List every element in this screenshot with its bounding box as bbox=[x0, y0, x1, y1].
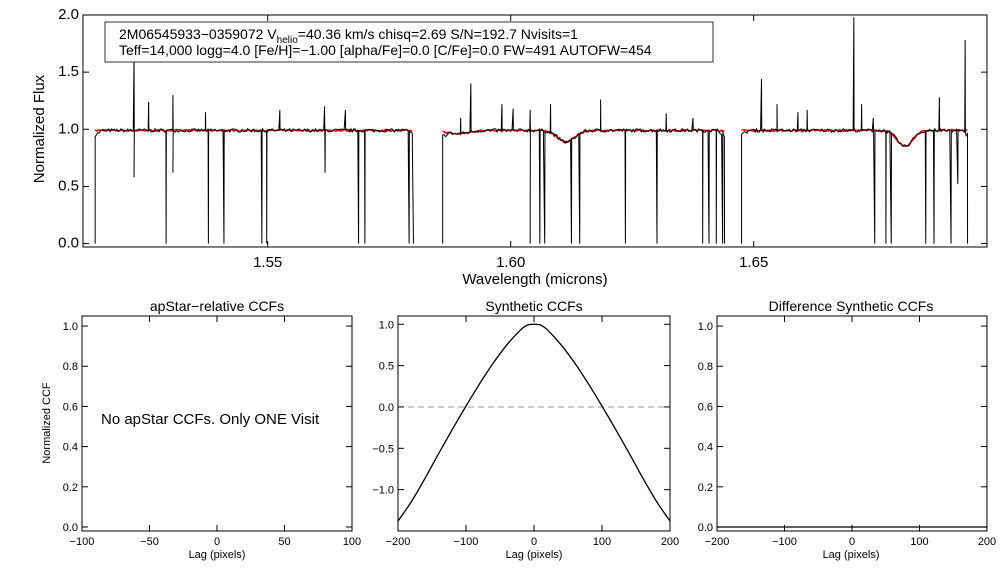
apstar-ccf-title: apStar−relative CCFs bbox=[150, 298, 284, 314]
apstar-ccf-xtick-label: −100 bbox=[70, 536, 95, 548]
observed-spectrum-line bbox=[741, 17, 969, 244]
apstar-ccf-xtick-label: −50 bbox=[140, 536, 159, 548]
apstar-ccf-panel: apStar−relative CCFs −100 −50 0 50 100 0.0 0.2… bbox=[41, 298, 361, 561]
header-line-1-sub: helio bbox=[277, 35, 299, 46]
synthetic-ccf-ytick-label: −1.0 bbox=[372, 485, 394, 497]
spectrum-xtick-label: 1.65 bbox=[739, 254, 768, 271]
apstar-ccf-xtick-label: 50 bbox=[278, 536, 290, 548]
apstar-ccf-xlabel: Lag (pixels) bbox=[189, 549, 246, 561]
header-line-1: 2M06545933−0359072 Vhelio=40.36 km/s chi… bbox=[119, 26, 578, 46]
synthetic-ccf-axes-frame bbox=[397, 315, 671, 532]
header-box bbox=[104, 21, 714, 63]
apstar-ccf-ytick-label: 1.0 bbox=[63, 321, 78, 333]
synthetic-ccf-xlabel: Lag (pixels) bbox=[506, 549, 563, 561]
spectrum-xtick-label: 1.55 bbox=[253, 254, 282, 271]
observed-spectrum-line bbox=[442, 83, 726, 244]
spectrum-ytick-label: 2.0 bbox=[58, 6, 79, 23]
difference-ccf-xtick-label: 0 bbox=[849, 536, 855, 548]
synthetic-ccf-panel: Synthetic CCFs −200 −100 0 100 200 −1.0 −0.5 0.… bbox=[372, 298, 679, 561]
difference-ccf-ytick-label: 0.2 bbox=[698, 482, 713, 494]
spectrum-ticks: 1.55 1.60 1.65 0.0 0.5 1.0 1.5 2.0 bbox=[58, 6, 987, 271]
difference-ccf-ytick-label: 0.0 bbox=[698, 522, 713, 534]
synthetic-ccf-xtick-label: −100 bbox=[454, 536, 479, 548]
spectrum-axes-frame bbox=[82, 14, 988, 248]
apstar-ccf-ticks: −100 −50 0 50 100 0.0 0.2 0.4 0.6 0.8 1.0 bbox=[63, 316, 361, 548]
synthetic-ccf-ytick-label: 0.0 bbox=[379, 402, 394, 414]
synthetic-ccf-ytick-label: 0.5 bbox=[379, 361, 394, 373]
apstar-ccf-ytick-label: 0.6 bbox=[63, 401, 78, 413]
spectrum-ytick-label: 1.5 bbox=[58, 63, 79, 80]
synthetic-ccf-xtick-label: −200 bbox=[386, 536, 411, 548]
header-line-1-star: 2M06545933−0359072 V bbox=[119, 26, 277, 42]
difference-ccf-xtick-label: −100 bbox=[772, 536, 797, 548]
synthetic-ccf-plot-area bbox=[397, 323, 671, 522]
synthetic-ccf-xtick-label: 100 bbox=[593, 536, 611, 548]
spectrum-ytick-label: 0.5 bbox=[58, 177, 79, 194]
synthetic-ccf-xtick-label: 200 bbox=[661, 536, 679, 548]
observed-spectrum-line bbox=[94, 58, 414, 244]
apstar-ccf-xtick-label: 100 bbox=[343, 536, 361, 548]
spectrum-ylabel: Normalized Flux bbox=[31, 74, 48, 183]
difference-ccf-title: Difference Synthetic CCFs bbox=[769, 298, 934, 314]
apstar-ccf-ytick-label: 0.0 bbox=[63, 522, 78, 534]
synthetic-ccf-ytick-label: 1.0 bbox=[379, 319, 394, 331]
spectrum-panel: 1.55 1.60 1.65 0.0 0.5 1.0 1.5 2.0 Wavelength (… bbox=[31, 6, 988, 288]
synthetic-ccf-series-line bbox=[397, 323, 671, 522]
apstar-ccf-ylabel: Normalized CCF bbox=[41, 382, 53, 464]
synthetic-ccf-ytick-label: −0.5 bbox=[372, 443, 394, 455]
difference-ccf-ytick-label: 0.6 bbox=[698, 401, 713, 413]
difference-ccf-xtick-label: 100 bbox=[910, 536, 928, 548]
apstar-ccf-ytick-label: 0.4 bbox=[63, 442, 78, 454]
synthetic-ccf-xtick-label: 0 bbox=[531, 536, 537, 548]
difference-ccf-ytick-label: 0.8 bbox=[698, 361, 713, 373]
spectrum-plot-area bbox=[94, 17, 969, 244]
difference-ccf-xlabel: Lag (pixels) bbox=[823, 549, 880, 561]
apstar-ccf-annotation: No apStar CCFs. Only ONE Visit bbox=[101, 411, 320, 428]
difference-ccf-axes-frame bbox=[716, 315, 988, 532]
spectrum-ytick-label: 1.0 bbox=[58, 120, 79, 137]
difference-ccf-panel: Difference Synthetic CCFs −200 −100 0 100 20… bbox=[698, 298, 996, 561]
synthetic-ccf-ticks: −200 −100 0 100 200 −1.0 −0.5 0.0 0.5 1.0 bbox=[372, 316, 679, 548]
spectrum-xlabel: Wavelength (microns) bbox=[462, 271, 607, 288]
spectrum-xtick-label: 1.60 bbox=[496, 254, 525, 271]
difference-ccf-xtick-label: −200 bbox=[705, 536, 730, 548]
apstar-ccf-ytick-label: 0.8 bbox=[63, 361, 78, 373]
apstar-ccf-xtick-label: 0 bbox=[214, 536, 220, 548]
header-line-2: Teff=14,000 logg=4.0 [Fe/H]=−1.00 [alpha… bbox=[119, 42, 652, 58]
difference-ccf-ytick-label: 1.0 bbox=[698, 321, 713, 333]
difference-ccf-ticks: −200 −100 0 100 200 0.0 0.2 0.4 0.6 0.8 1.0 bbox=[698, 316, 996, 548]
header-line-1-values: =40.36 km/s chisq=2.69 S/N=192.7 Nvisits… bbox=[298, 26, 578, 42]
synthetic-ccf-title: Synthetic CCFs bbox=[485, 298, 582, 314]
spectrum-ytick-label: 0.0 bbox=[58, 235, 79, 252]
difference-ccf-ytick-label: 0.4 bbox=[698, 442, 713, 454]
apstar-ccf-ytick-label: 0.2 bbox=[63, 482, 78, 494]
difference-ccf-xtick-label: 200 bbox=[978, 536, 996, 548]
